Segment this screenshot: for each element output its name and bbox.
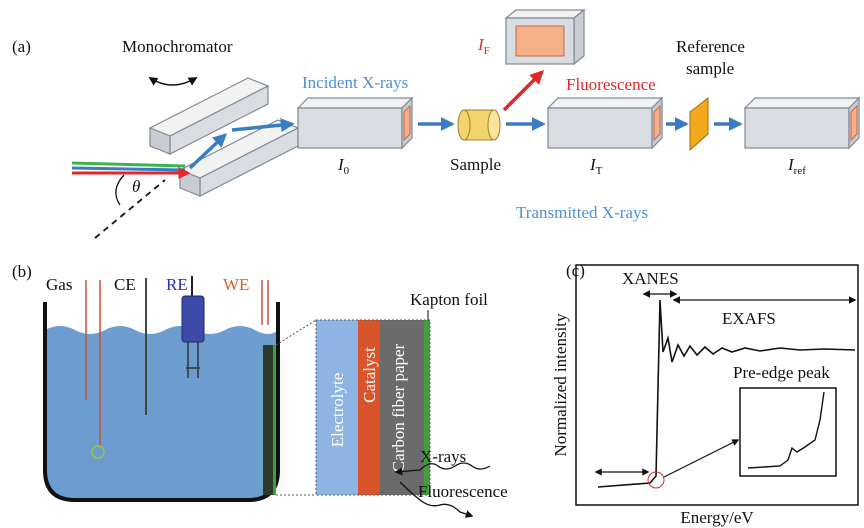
detector xyxy=(298,108,402,148)
detector-window xyxy=(851,106,857,140)
sample xyxy=(458,110,470,140)
detector-window xyxy=(404,106,410,140)
electrolyte-solution xyxy=(45,326,278,500)
electrode-label: RE xyxy=(166,275,188,294)
reference-label: sample xyxy=(686,59,734,78)
beam-green xyxy=(72,163,185,166)
layer-label: Electrolyte xyxy=(328,373,347,448)
fluorescence-detector-label: IF xyxy=(477,35,490,57)
detector xyxy=(745,98,859,108)
kapton-strip xyxy=(273,345,276,495)
exafs-label: EXAFS xyxy=(722,309,776,328)
incident-label: Incident X-rays xyxy=(302,73,408,92)
detector-label: I0 xyxy=(337,155,350,177)
inset-frame xyxy=(740,388,836,476)
kapton-layer xyxy=(424,320,430,495)
angle-label: θ xyxy=(132,177,140,196)
subscript: 0 xyxy=(344,165,350,177)
zoom-line xyxy=(276,320,316,345)
layer-label: Carbon fiber paper xyxy=(389,343,408,472)
detector-window xyxy=(654,106,660,140)
sample xyxy=(488,110,500,140)
electrode-label: WE xyxy=(223,275,249,294)
body: (a) Monochromator θ Incident X-rays I0 S… xyxy=(0,0,864,528)
fluorescence-detector xyxy=(506,10,584,18)
angle-arc xyxy=(116,175,124,205)
x-axis-label: Energy/eV xyxy=(680,508,754,527)
catalyst-layer xyxy=(358,320,380,495)
detector-label: Iref xyxy=(787,155,806,177)
zoom-arrow xyxy=(664,440,738,477)
pre-edge-label: Pre-edge peak xyxy=(733,363,830,382)
fluorescence-detector xyxy=(574,10,584,64)
subscript: T xyxy=(596,165,603,177)
transmitted-label: Transmitted X-rays xyxy=(516,203,648,222)
panel-label: (b) xyxy=(12,262,32,281)
beam-blue xyxy=(72,168,185,170)
reference-sample xyxy=(690,98,708,150)
layer-label: Catalyst xyxy=(360,347,379,403)
detector xyxy=(548,98,662,108)
fluorescence-label: Fluorescence xyxy=(418,482,508,501)
xanes-label: XANES xyxy=(622,269,679,288)
fluorescence-beam xyxy=(504,72,542,110)
reference-label: Reference xyxy=(676,37,745,56)
panel-label: (a) xyxy=(12,37,31,56)
detector-label: IT xyxy=(589,155,603,177)
rotation-arrow xyxy=(150,78,196,85)
detector xyxy=(745,108,849,148)
subscript: ref xyxy=(794,165,807,177)
detector xyxy=(298,98,412,108)
y-axis-label: Normalized intensity xyxy=(551,313,570,457)
detector-window xyxy=(516,26,564,56)
kapton-label: Kapton foil xyxy=(410,290,488,309)
detector xyxy=(548,108,652,148)
electrode-label: CE xyxy=(114,275,136,294)
monochromator-label: Monochromator xyxy=(122,37,233,56)
electrode-label: Gas xyxy=(46,275,72,294)
figure: (a) Monochromator θ Incident X-rays I0 S… xyxy=(0,0,864,528)
page: X-ray absorption setup { "panel_a": { "l… xyxy=(0,0,864,528)
sample-label: Sample xyxy=(450,155,501,174)
reference-electrode xyxy=(182,296,204,342)
subscript: F xyxy=(484,45,490,57)
spectrum xyxy=(598,300,855,487)
inset-spectrum xyxy=(748,392,824,468)
plot-frame xyxy=(576,265,858,505)
fluorescence-label: Fluorescence xyxy=(566,75,656,94)
normal-line xyxy=(95,180,165,238)
